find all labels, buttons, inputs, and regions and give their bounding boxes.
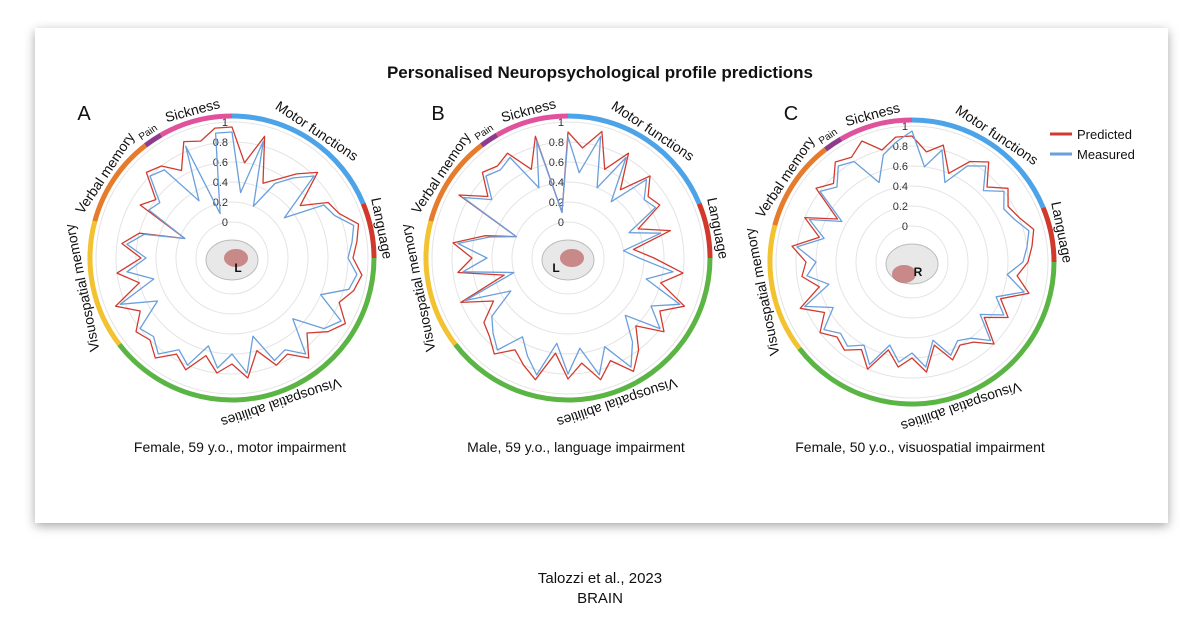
r-tick-label: 0.6 — [549, 157, 564, 169]
domain-label: Visuospatial memory — [741, 227, 782, 357]
r-tick-label: 0 — [558, 217, 564, 229]
r-tick-label: 0.2 — [549, 197, 564, 209]
r-tick-label: 1 — [222, 117, 228, 129]
panel-caption: Female, 50 y.o., visuospatial impairment — [795, 439, 1045, 455]
domain-arc — [797, 261, 1057, 407]
grid-circle — [95, 121, 369, 395]
domain-label: Visuospatial abilities — [219, 375, 343, 431]
grid-circle — [835, 185, 989, 339]
domain-label: Verbal memory — [408, 129, 474, 216]
panel-caption: Male, 59 y.o., language impairment — [467, 439, 685, 455]
grid-circle — [431, 121, 705, 395]
domain-label: Verbal memory — [72, 129, 138, 216]
domain-arc — [839, 117, 913, 142]
domain-arc — [423, 220, 458, 346]
series-line — [114, 126, 363, 379]
grid-circle — [855, 205, 969, 319]
grid-circle — [875, 225, 949, 299]
series-line — [791, 135, 1035, 373]
domain-arc — [480, 132, 499, 148]
domain-arc — [453, 257, 713, 403]
domain-label: Verbal memory — [752, 133, 818, 220]
series-line — [119, 131, 358, 374]
domain-arc — [911, 117, 1046, 209]
figure-title: Personalised Neuropsychological profile … — [387, 63, 813, 82]
grid-circle — [491, 181, 645, 335]
hemisphere-label: R — [914, 265, 923, 279]
citation: Talozzi et al., 2023 — [538, 570, 662, 587]
domain-arc — [824, 136, 843, 152]
domain-arc — [117, 257, 377, 403]
grid-circle — [195, 221, 269, 295]
domain-arc — [92, 143, 148, 222]
domain-arc — [360, 202, 377, 259]
legend-label: Measured — [1077, 147, 1135, 162]
r-tick-label: 0 — [222, 217, 228, 229]
panel-label: C — [784, 103, 798, 125]
grid-circle — [511, 201, 625, 315]
panel-label: B — [431, 103, 444, 125]
r-tick-label: 0.2 — [893, 201, 908, 213]
grid-circle — [775, 125, 1049, 399]
domain-arc — [495, 113, 569, 138]
domain-label: Visuospatial abilities — [899, 379, 1023, 435]
panel-label: A — [77, 103, 91, 125]
domain-label: Motor functions — [273, 98, 361, 164]
hemisphere-label: L — [234, 261, 241, 275]
series-line — [452, 130, 686, 381]
domain-arc — [1040, 206, 1057, 263]
domain-arc — [567, 113, 702, 205]
series-line — [796, 130, 1030, 368]
journal: BRAIN — [577, 590, 623, 607]
domain-arc — [696, 202, 713, 259]
domain-arc — [144, 132, 163, 148]
grid-circle — [155, 181, 309, 335]
domain-arc — [87, 220, 122, 346]
r-tick-label: 0.8 — [213, 137, 228, 149]
r-tick-label: 0.4 — [213, 177, 228, 189]
r-tick-label: 0.6 — [213, 157, 228, 169]
r-tick-label: 0.8 — [549, 137, 564, 149]
grid-circle — [531, 221, 605, 295]
domain-arc — [772, 147, 828, 226]
domain-arc — [231, 113, 366, 205]
domain-label: Motor functions — [609, 98, 697, 164]
r-tick-label: 1 — [902, 121, 908, 133]
hemisphere-label: L — [552, 261, 559, 275]
r-tick-label: 0 — [902, 221, 908, 233]
domain-label: Visuospatial memory — [397, 223, 438, 353]
r-tick-label: 0.8 — [893, 141, 908, 153]
r-tick-label: 0.4 — [893, 181, 908, 193]
domain-label: Visuospatial memory — [61, 223, 102, 353]
legend-label: Predicted — [1077, 127, 1132, 142]
domain-arc — [159, 113, 233, 138]
domain-label: Motor functions — [953, 102, 1041, 168]
series-line — [457, 135, 681, 376]
panel-caption: Female, 59 y.o., motor impairment — [134, 439, 346, 455]
domain-arc — [767, 224, 802, 350]
lesion — [560, 249, 584, 267]
domain-arc — [428, 143, 484, 222]
lesion — [224, 249, 248, 267]
r-tick-label: 0.6 — [893, 161, 908, 173]
r-tick-label: 1 — [558, 117, 564, 129]
lesion — [892, 265, 916, 283]
domain-label: Visuospatial abilities — [555, 375, 679, 431]
grid-circle — [175, 201, 289, 315]
